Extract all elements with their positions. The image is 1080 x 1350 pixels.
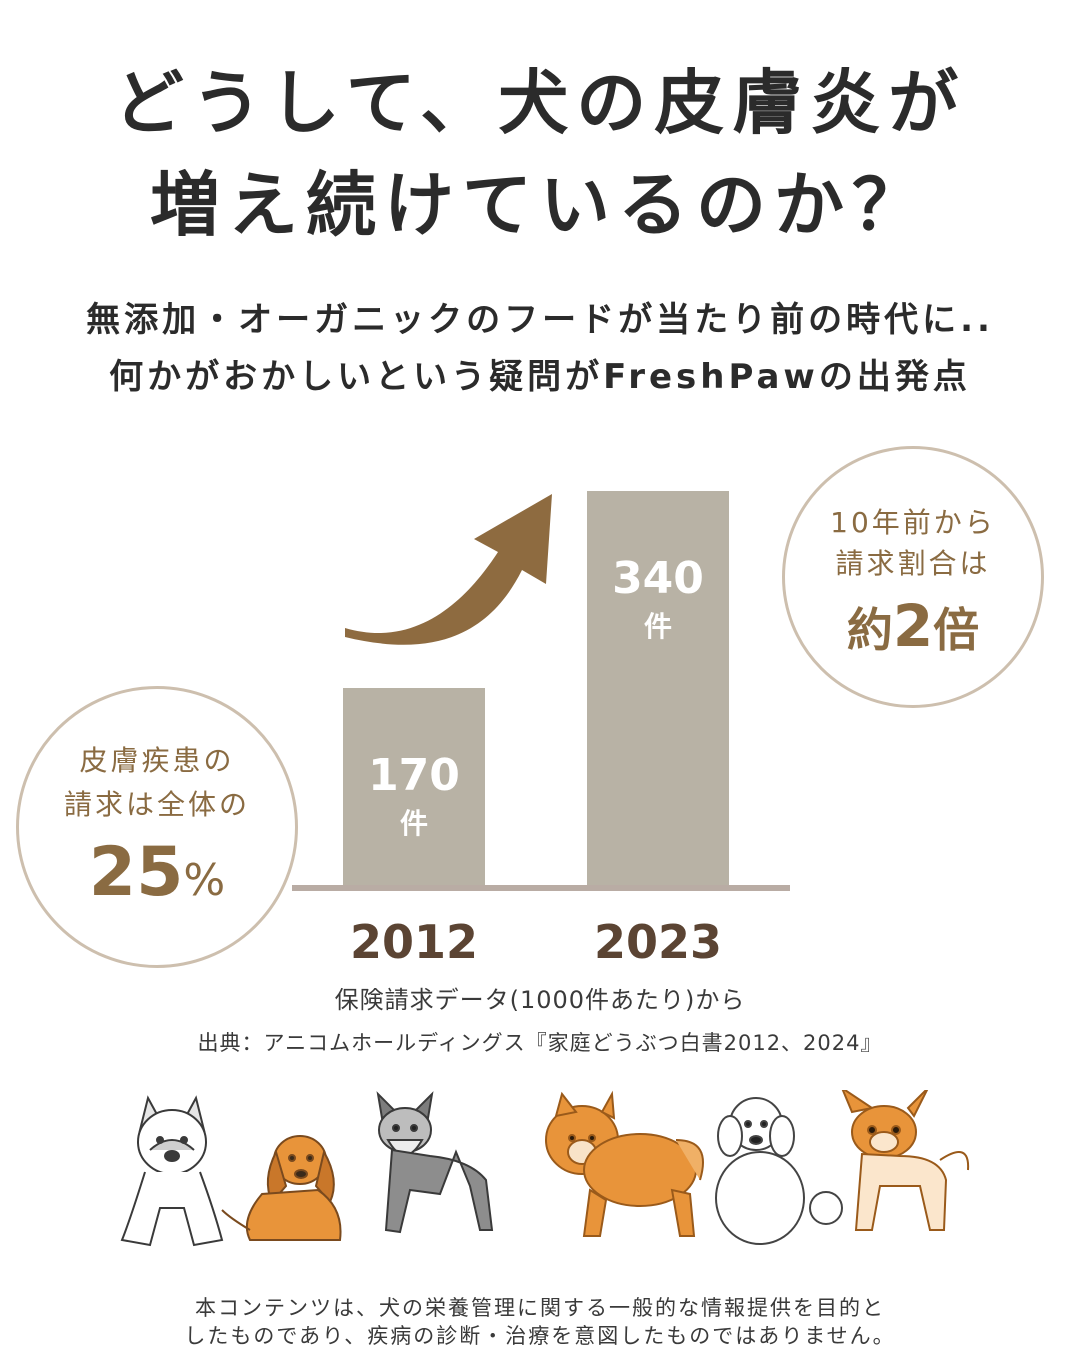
x-tick-label: 2023 bbox=[594, 915, 722, 969]
title-line-2: 増え続けているのか？ bbox=[150, 164, 930, 246]
ratio-prefix: 約 bbox=[846, 603, 893, 657]
ratio-callout-line2: 請求割合は bbox=[835, 547, 991, 580]
subtitle-line-2: 何かがおかしいという疑問がFreshPawの出発点 bbox=[109, 357, 971, 397]
pomeranian-icon bbox=[545, 1090, 704, 1237]
dog-illustrations bbox=[120, 1090, 970, 1247]
schnauzer-icon bbox=[376, 1091, 494, 1234]
poodle-icon bbox=[715, 1097, 843, 1245]
ratio-callout-value: 約2倍 bbox=[785, 597, 1041, 655]
ratio-number: 2 bbox=[892, 592, 934, 660]
dachshund-icon bbox=[221, 1135, 342, 1241]
ratio-callout: 10年前から 請求割合は 約2倍 bbox=[782, 446, 1044, 708]
data-citation: 出典：アニコムホールディングス『家庭どうぶつ白書2012、2024』 bbox=[197, 1031, 883, 1055]
disclaimer-line-2: したものであり、疾病の診断・治療を意図したものではありません。 bbox=[184, 1324, 896, 1348]
data-source-note: 保険請求データ(1000件あたり)から bbox=[334, 986, 746, 1014]
chihuahua-icon bbox=[841, 1090, 970, 1231]
ratio-suffix: 倍 bbox=[933, 603, 980, 657]
share-callout-value: 25% bbox=[19, 839, 295, 907]
share-unit: % bbox=[183, 855, 226, 906]
share-number: 25 bbox=[88, 833, 184, 912]
bar-2023 bbox=[587, 491, 729, 885]
share-callout: 皮膚疾患の 請求は全体の 25% bbox=[16, 686, 298, 968]
bar-value-label: 170 bbox=[368, 750, 460, 801]
french-bulldog-icon bbox=[120, 1095, 224, 1247]
x-tick-label: 2012 bbox=[350, 915, 478, 969]
share-callout-line1: 皮膚疾患の bbox=[79, 744, 235, 777]
disclaimer-line-1: 本コンテンツは、犬の栄養管理に関する一般的な情報提供を目的と bbox=[195, 1296, 885, 1320]
trend-arrow-icon bbox=[345, 494, 552, 645]
bar-unit-label: 件 bbox=[644, 610, 672, 643]
bar-2012 bbox=[343, 688, 485, 885]
ratio-callout-line1: 10年前から bbox=[830, 506, 996, 539]
title-line-1: どうして、犬の皮膚炎が bbox=[113, 62, 967, 144]
share-callout-line2: 請求は全体の bbox=[63, 788, 250, 821]
subtitle-line-1: 無添加・オーガニックのフードが当たり前の時代に.. bbox=[86, 300, 994, 340]
bar-unit-label: 件 bbox=[400, 807, 428, 840]
bar-value-label: 340 bbox=[612, 553, 704, 604]
